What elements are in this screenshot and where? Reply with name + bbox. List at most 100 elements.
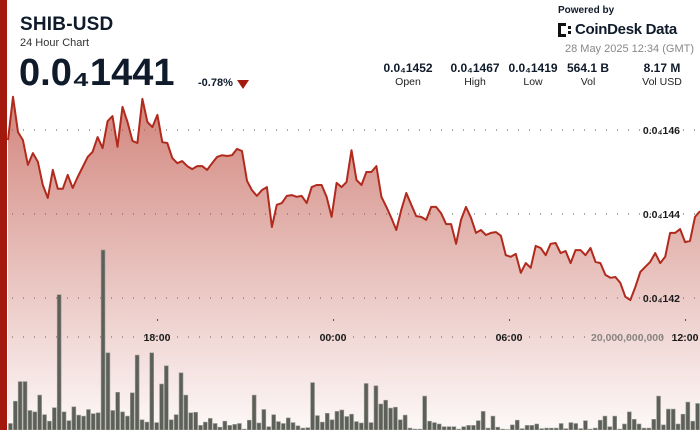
volume-bar [529,425,535,430]
volume-bar [666,408,671,430]
volume-bar [212,423,218,430]
volume-bar [134,354,140,430]
volume-bar [490,415,496,430]
volume-bar [159,383,164,430]
volume-bar [695,403,700,430]
volume-bar [61,411,67,430]
volume-bar [100,249,106,430]
volume-bar [120,411,125,430]
volume-bar [198,425,203,430]
powered-by: Powered by [558,5,615,16]
volume-bar [324,412,330,430]
triangle-down-icon [237,80,249,89]
volume-bar [422,395,427,430]
volume-bar [105,352,111,430]
volume-bar [558,423,564,430]
volume-bar [47,420,52,430]
volume-bar [71,406,77,430]
volume-bar [334,411,340,430]
volume-bar [651,418,656,430]
volume-bar [519,428,525,430]
volume-bar [266,426,271,430]
volume-bar [436,423,442,430]
volume-bar [402,414,408,430]
volume-bar [451,426,457,430]
volume-bar [125,415,130,430]
coindesk-logo-icon [558,22,572,37]
volume-bar [320,421,325,430]
volume-bar [32,411,38,430]
volume-bar [285,417,291,430]
volume-bar [670,408,676,430]
volume-bar [22,381,28,430]
volume-bar [164,365,169,430]
volume-bar [592,427,598,430]
volume-bar [139,419,145,430]
volume-bar [393,406,398,430]
price-line [7,95,700,302]
volume-bar [86,409,91,430]
volume-bar [432,422,437,430]
volume-bar [568,422,574,430]
price-tick-label: 0.0₄144 [643,209,680,221]
stat-volume-usd: 8.17 M Vol USD [642,61,682,88]
volume-bar [188,412,194,430]
volume-bar [149,352,155,430]
volume-bar [110,410,116,430]
volume-bar [237,423,242,430]
volume-bar [144,421,150,430]
volume-bar [349,413,354,430]
volume-bar [475,420,481,430]
volume-bar [354,421,359,430]
volume-bar [510,424,515,430]
volume-bar [627,411,632,430]
volume-bar [13,400,18,430]
price-area [8,96,700,430]
volume-bar [631,418,637,430]
brand-logo: CoinDesk Data [558,21,677,38]
volume-bar [56,294,62,430]
volume-bar [553,427,559,430]
volume-bar [261,409,267,430]
volume-bar [495,426,500,430]
volume-bar [363,383,369,430]
volume-bar [368,422,374,430]
volume-bar [178,372,184,430]
volume-bar [290,422,296,430]
volume-bar [8,423,13,430]
volume-bar [578,428,583,430]
volume-bar [52,407,57,430]
volume-bar [76,414,81,430]
volume-bar [597,419,603,430]
stat-open: 0.0₄1452 Open [383,61,433,88]
volume-bar [281,423,286,430]
volume-bar [398,419,403,430]
volume-bar [203,421,208,430]
volume-bar [193,411,198,430]
volume-bar [169,419,174,430]
volume-bar [407,427,413,430]
volume-bar [583,420,588,430]
volume-bar [339,409,345,430]
price-tick-label: 0.0₄146 [643,125,680,137]
volume-bar [310,382,315,430]
volume-bar [607,426,613,430]
volume-bar [183,394,189,430]
volume-bar [42,414,47,430]
volume-bar [466,425,471,430]
volume-bar [95,412,101,430]
current-price: 0.0₄1441 [19,52,175,94]
accent-bar [0,0,7,430]
price-change: -0.78% [198,77,233,89]
volume-bar [539,428,544,430]
timestamp: 28 May 2025 12:34 (GMT) [564,43,694,55]
volume-bar [534,423,539,430]
volume-bar [461,426,466,430]
volume-bar [222,420,228,430]
volume-bar [636,423,642,430]
volume-bar [480,411,486,430]
volume-bar [247,419,252,430]
stat-low: 0.0₄1419 Low [508,61,558,88]
brand-name: CoinDesk Data [575,21,677,38]
